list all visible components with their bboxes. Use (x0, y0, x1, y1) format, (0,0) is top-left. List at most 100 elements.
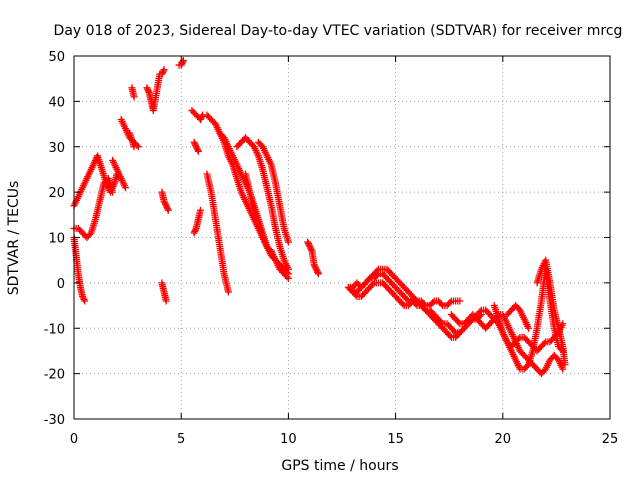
data-point-s11 (191, 141, 199, 149)
data-point-s24 (559, 365, 567, 373)
data-point-s25 (515, 335, 523, 343)
data-point-s27 (561, 361, 569, 369)
y-axis-label: SDTVAR / TECUs (6, 181, 22, 296)
data-point-s19 (307, 244, 315, 252)
data-point-s2 (79, 294, 87, 302)
data-point-s18 (267, 247, 275, 255)
x-axis-label: GPS time / hours (281, 458, 398, 474)
data-point-s19 (305, 241, 313, 249)
data-point-s5 (133, 141, 141, 149)
data-point-s7 (164, 205, 172, 213)
x-tick-label: 10 (280, 432, 297, 447)
data-point-s19 (304, 238, 312, 246)
data-point-s20 (456, 297, 464, 305)
data-point-s9 (178, 60, 186, 68)
y-tick-label: -30 (44, 413, 65, 428)
data-point-s20 (437, 300, 445, 308)
data-point-s22 (352, 291, 360, 299)
data-point-s22 (446, 332, 454, 340)
data-point-s2 (81, 297, 89, 305)
data-point-s6 (130, 93, 138, 101)
y-tick-label: 0 (57, 277, 65, 292)
y-tick-label: 50 (48, 50, 65, 65)
x-tick-label: 20 (495, 432, 512, 447)
grid-lines (74, 56, 610, 419)
x-tick-label: 0 (70, 432, 78, 447)
data-point-s19 (310, 261, 318, 269)
data-point-s7 (161, 200, 169, 208)
y-tick-label: -20 (44, 368, 65, 383)
data-point-s7 (163, 203, 171, 211)
data-point-s19 (304, 240, 312, 248)
data-point-s6 (143, 84, 151, 92)
data-point-s11 (191, 140, 199, 148)
y-tick-label: -10 (44, 322, 65, 337)
x-tick-label: 5 (177, 432, 185, 447)
y-tick-label: 40 (48, 95, 65, 110)
data-point-s17 (284, 238, 292, 246)
data-point-s19 (312, 265, 320, 273)
data-point-s12 (191, 226, 199, 234)
data-point-s10 (198, 113, 206, 120)
data-point-s7 (161, 199, 169, 207)
data-point-s19 (313, 267, 321, 275)
data-point-s21 (364, 276, 372, 284)
data-point-s13 (224, 288, 232, 296)
data-point-s21 (373, 271, 381, 279)
data-point-s16 (284, 265, 292, 273)
data-point-s20 (429, 299, 437, 307)
chart-title: Day 018 of 2023, Sidereal Day-to-day VTE… (54, 23, 623, 39)
data-point-s9 (177, 61, 185, 69)
y-tick-label: 20 (48, 186, 65, 201)
x-tick-label: 25 (602, 432, 619, 447)
data-point-s2 (79, 292, 87, 300)
data-point-s21 (450, 327, 458, 335)
data-point-s19 (306, 243, 314, 251)
data-point-s6 (144, 85, 152, 93)
data-point-s3 (109, 188, 117, 196)
axis-ticks: 0 5 10 15 20 25 -30 -20 -10 0 10 20 30 40 50 (44, 50, 619, 447)
data-point-s19 (307, 246, 315, 254)
data-point-s11 (192, 143, 200, 151)
data-point-s19 (314, 270, 322, 278)
data-point-s6 (160, 66, 168, 74)
x-tick-label: 15 (387, 432, 404, 447)
data-point-s19 (312, 264, 320, 272)
data-point-s10 (196, 116, 204, 124)
data-point-s11 (193, 144, 201, 152)
data-point-s26 (525, 324, 533, 332)
data-point-s4 (121, 184, 129, 192)
data-point-s10 (197, 114, 205, 122)
data-point-s24 (476, 308, 484, 316)
data-point-s11 (190, 138, 198, 146)
data-point-s22 (369, 280, 377, 288)
data-point-s7 (160, 197, 168, 205)
data-point-s25 (540, 339, 548, 347)
data-point-s6 (159, 67, 167, 75)
data-point-s12 (196, 206, 204, 214)
y-tick-label: 10 (48, 232, 65, 247)
y-tick-label: 30 (48, 141, 65, 156)
data-point-s6 (159, 69, 167, 77)
data-point-s22 (407, 299, 415, 307)
data-point-s21 (403, 296, 411, 304)
data-point-s22 (399, 300, 407, 308)
data-point-s23 (454, 318, 462, 326)
data-point-s5 (134, 143, 142, 151)
data-point-s12 (190, 229, 198, 237)
data-point-s8 (162, 297, 170, 305)
data-point-s15 (284, 274, 292, 282)
data-point-s15 (283, 273, 291, 281)
data-point-s11 (194, 146, 202, 154)
data-point-s7 (164, 206, 172, 214)
data-point-s12 (191, 227, 199, 235)
data-point-s6 (158, 70, 166, 78)
data-point-s20 (446, 299, 454, 307)
data-point-s19 (311, 262, 319, 270)
data-point-s9 (179, 58, 187, 66)
data-point-s18 (266, 246, 274, 254)
data-point-s19 (314, 268, 322, 276)
data-point-s7 (162, 202, 170, 210)
data-point-s2 (80, 296, 88, 304)
